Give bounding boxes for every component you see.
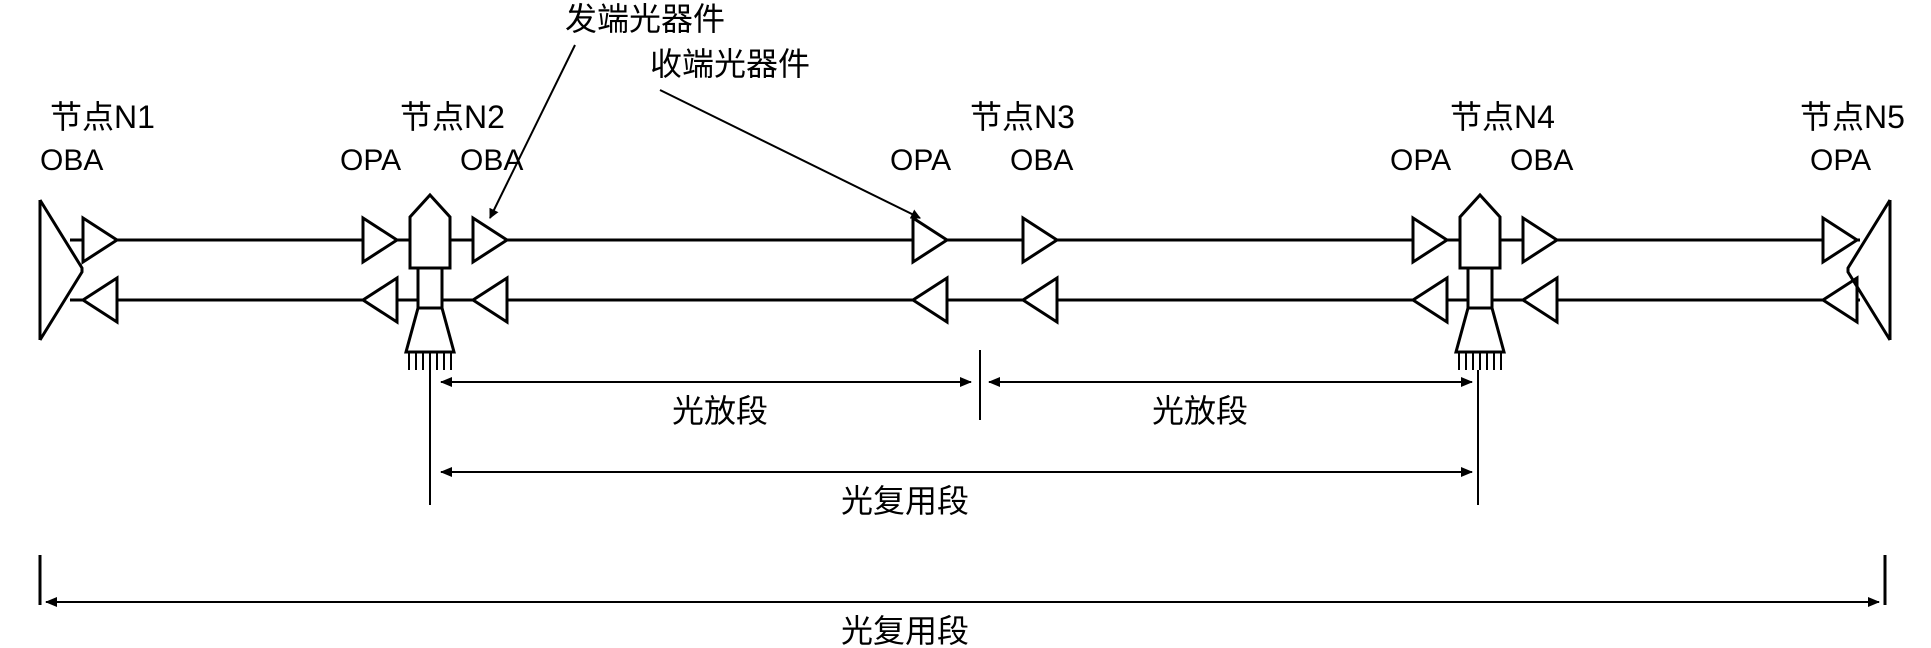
amplifier-icon [1523, 218, 1557, 262]
span-label: 光放段 [672, 393, 768, 429]
amplifier-icon [473, 278, 507, 322]
terminal-node-icon [40, 200, 82, 340]
node-label: 节点N5 [1800, 99, 1905, 135]
node-label: 节点N2 [400, 99, 505, 135]
node-label: 节点N3 [970, 99, 1075, 135]
amplifier-icon [473, 218, 507, 262]
amplifier-icon [363, 218, 397, 262]
amp-label: OPA [890, 144, 951, 177]
amplifier-icon [1523, 278, 1557, 322]
amp-label: OPA [340, 144, 401, 177]
node-label: 节点N1 [50, 99, 155, 135]
amplifier-icon [1823, 218, 1857, 262]
amplifier-icon [1823, 278, 1857, 322]
amplifier-icon [913, 278, 947, 322]
amp-label: OBA [40, 144, 103, 177]
amp-label: OBA [1510, 144, 1573, 177]
callout-arrow [660, 90, 920, 218]
callout-label: 发端光器件 [565, 1, 725, 37]
callout-label: 收端光器件 [650, 46, 810, 82]
amplifier-icon [913, 218, 947, 262]
span-label: 光复用段 [841, 613, 969, 648]
mux-node-icon [1456, 195, 1504, 370]
node-label: 节点N4 [1450, 99, 1555, 135]
diagram-canvas: 节点N1 节点N2 节点N3 节点N4 节点N5 OBA OPA OBA OPA OBA OPA OB… [0, 0, 1931, 648]
span-label: 光放段 [1152, 393, 1248, 429]
amp-label: OPA [1810, 144, 1871, 177]
amplifier-icon [1413, 218, 1447, 262]
amp-label: OBA [460, 144, 523, 177]
amp-label: OPA [1390, 144, 1451, 177]
amp-label: OBA [1010, 144, 1073, 177]
amplifier-icon [1023, 218, 1057, 262]
amplifier-icon [1023, 278, 1057, 322]
amplifier-icon [83, 278, 117, 322]
mux-node-icon [406, 195, 454, 370]
amplifier-icon [1413, 278, 1447, 322]
amplifier-icon [363, 278, 397, 322]
amplifier-icon [83, 218, 117, 262]
span-label: 光复用段 [841, 483, 969, 519]
